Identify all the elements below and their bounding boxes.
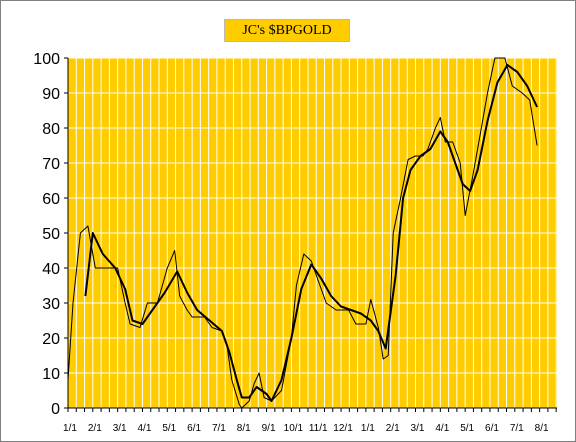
x-tick-label: 6/1 [187, 423, 201, 434]
series-line-2 [84, 64, 539, 402]
x-tick-label: 11/1 [309, 423, 328, 434]
x-tick-label: 9/1 [262, 423, 276, 434]
x-tick-label: 5/1 [460, 423, 474, 434]
x-tick-label: 10/1 [284, 423, 304, 434]
y-tick-label: 90 [42, 86, 60, 103]
chart-title: JC's $BPGOLD [224, 19, 350, 42]
x-tick-label: 5/1 [162, 423, 176, 434]
y-tick-label: 70 [42, 156, 60, 173]
x-tick-label: 1/1 [63, 423, 77, 434]
y-tick-label: 20 [42, 331, 60, 348]
x-tick-label: 8/1 [535, 423, 549, 434]
x-tick-label: 6/1 [485, 423, 499, 434]
y-tick-label: 80 [42, 121, 60, 138]
x-tick-label: 3/1 [113, 423, 127, 434]
x-tick-label: 8/1 [237, 423, 251, 434]
x-tick-label: 2/1 [88, 423, 102, 434]
x-tick-label: 7/1 [212, 423, 226, 434]
y-tick-label: 100 [33, 51, 60, 68]
x-tick-label: 2/1 [386, 423, 400, 434]
y-tick-label: 60 [42, 191, 60, 208]
y-tick-label: 50 [42, 226, 60, 243]
series-line-1 [67, 57, 538, 409]
x-tick-label: 7/1 [510, 423, 524, 434]
x-tick-label: 4/1 [138, 423, 152, 434]
y-tick-label: 0 [51, 401, 60, 418]
x-tick-label: 1/1 [361, 423, 375, 434]
x-tick-label: 4/1 [435, 423, 449, 434]
x-tick-label: 12/1 [333, 423, 353, 434]
y-tick-label: 40 [42, 261, 60, 278]
x-tick-label: 3/1 [411, 423, 425, 434]
y-tick-label: 10 [42, 366, 60, 383]
y-tick-label: 30 [42, 296, 60, 313]
